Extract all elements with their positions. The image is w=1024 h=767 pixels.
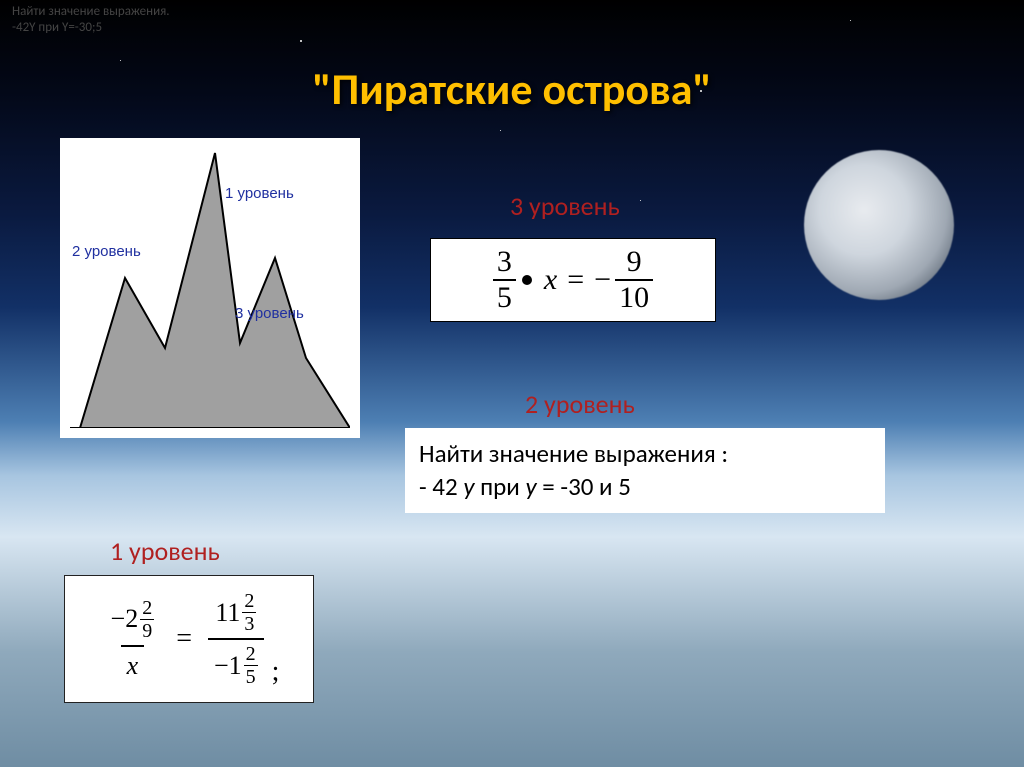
n: 2 <box>140 598 154 619</box>
whole: 1 <box>229 651 242 681</box>
small-frac: 2 9 <box>140 598 154 641</box>
bigfrac-bot: − 1 2 5 <box>208 638 264 691</box>
variable-x: x <box>544 263 557 297</box>
mixed-number: − 1 2 5 <box>214 644 258 687</box>
level3-right-fraction: 9 10 <box>615 247 653 313</box>
corner-note-line2: -42Y при Y=-30;5 <box>12 20 170 36</box>
mixed-number: 11 2 3 <box>215 591 256 634</box>
sign: − <box>111 604 126 634</box>
mountain-shape <box>70 153 350 428</box>
mixed-number: − 2 2 9 <box>111 598 155 641</box>
level2-task: Найти значение выражения : - 42 y при y … <box>405 428 885 513</box>
frac-num: 3 <box>493 247 516 279</box>
peak-label-1: 1 уровень <box>225 185 294 202</box>
task-line2: - 42 y при y = -30 и 5 <box>419 471 871 504</box>
level1-right-bigfrac: 11 2 3 − 1 2 5 <box>208 587 264 691</box>
task-mid: при <box>475 471 526 502</box>
small-frac: 2 5 <box>244 644 258 687</box>
moon <box>804 150 954 300</box>
bigfrac-top: − 2 2 9 <box>105 594 161 645</box>
level3-equation: 3 5 x = − 9 10 <box>430 238 716 322</box>
task-var2: y <box>525 471 536 502</box>
d: 3 <box>242 612 256 634</box>
peak-label-2: 2 уровень <box>72 243 141 260</box>
corner-note-line1: Найти значение выражения. <box>12 4 170 20</box>
slide: Найти значение выражения. -42Y при Y=-30… <box>0 0 1024 767</box>
equals-sign: = <box>176 623 192 655</box>
level1-equation: − 2 2 9 x = 11 2 3 <box>64 575 314 703</box>
whole: 2 <box>125 604 138 634</box>
sign: − <box>214 651 229 681</box>
n: 2 <box>244 644 258 665</box>
peak-label-3: 3 уровень <box>235 305 304 322</box>
mountain-diagram: 1 уровень 2 уровень 3 уровень <box>60 138 360 438</box>
mountain-svg: 1 уровень 2 уровень 3 уровень <box>70 148 350 428</box>
bigfrac-bot: x <box>121 645 145 685</box>
minus-sign: − <box>594 263 611 297</box>
level3-left-fraction: 3 5 <box>493 247 516 313</box>
bigfrac-top: 11 2 3 <box>209 587 262 638</box>
d: 9 <box>140 619 154 641</box>
task-prefix: - 42 <box>419 471 463 502</box>
corner-note: Найти значение выражения. -42Y при Y=-30… <box>12 4 170 35</box>
multiply-dot-icon <box>522 275 532 285</box>
small-frac: 2 3 <box>242 591 256 634</box>
slide-title: "Пиратские острова" <box>0 62 1024 116</box>
level3-label: 3 уровень <box>510 190 620 222</box>
frac-num: 9 <box>623 247 646 279</box>
d: 5 <box>244 665 258 687</box>
level1-left-bigfrac: − 2 2 9 x <box>105 594 161 685</box>
frac-den: 10 <box>615 279 653 313</box>
n: 2 <box>242 591 256 612</box>
frac-den: 5 <box>493 279 516 313</box>
level2-label: 2 уровень <box>525 388 635 420</box>
equals-sign: = <box>567 263 584 297</box>
level1-label: 1 уровень <box>110 535 220 567</box>
task-var1: y <box>463 471 474 502</box>
task-line1: Найти значение выражения : <box>419 438 871 471</box>
task-suffix: = -30 и 5 <box>537 471 631 502</box>
whole: 11 <box>215 598 240 628</box>
semicolon: ; <box>272 656 280 702</box>
